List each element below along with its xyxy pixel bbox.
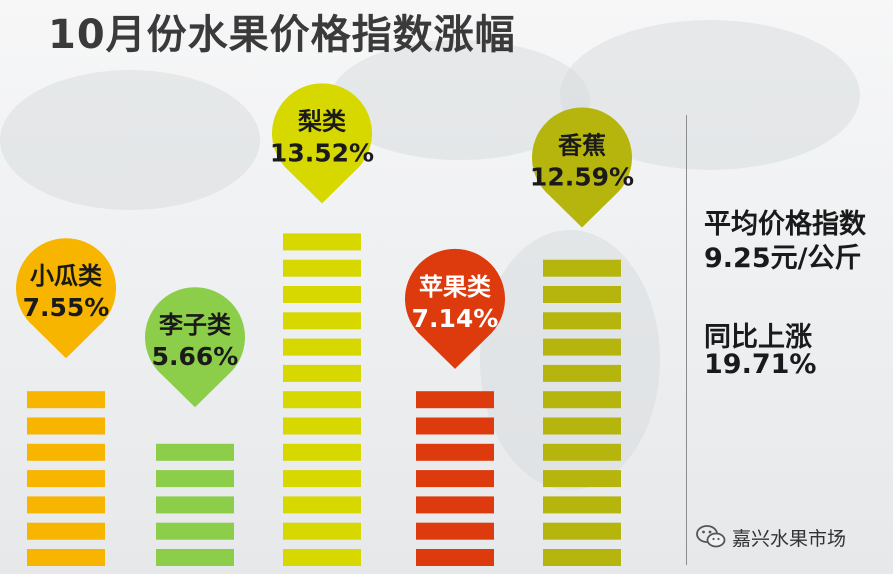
bar-stripe [543, 496, 621, 514]
bar-stripe [27, 417, 105, 435]
category-label: 梨类 [298, 107, 347, 135]
bar-stripe [543, 391, 621, 409]
bar-stripe [283, 443, 361, 461]
bar-stripe [283, 391, 361, 409]
bar-stripe [156, 470, 234, 488]
watermark-text: 嘉兴水果市场 [732, 527, 847, 550]
bar-stripe [416, 496, 494, 514]
bar-stripe [543, 286, 621, 303]
bar-stripe [27, 391, 105, 409]
bar-stripe [27, 549, 105, 566]
category-label: 香蕉 [558, 132, 606, 160]
bar-stripe [543, 312, 621, 330]
wechat-icon [696, 525, 726, 548]
bar-stripe [283, 470, 361, 488]
category-label: 小瓜类 [30, 262, 103, 290]
summary-average-value: 9.25元/公斤 [704, 243, 862, 274]
divider-line [686, 115, 687, 565]
summary-average-label: 平均价格指数 [704, 209, 866, 240]
bar-stripe [283, 233, 361, 251]
value-label: 13.52% [270, 138, 374, 167]
value-label: 7.14% [412, 304, 499, 333]
bar-stripe [416, 522, 494, 540]
value-label: 5.66% [152, 342, 239, 371]
marker-pin [532, 107, 632, 228]
bar-0: 小瓜类 7.55% [15, 238, 116, 566]
bar-stripe [416, 470, 494, 488]
bar-4: 香蕉 12.59% [530, 107, 634, 566]
bar-stripe [27, 470, 105, 488]
bar-stripe [543, 338, 621, 356]
bar-stripe [283, 286, 361, 303]
bar-stripe [543, 364, 621, 382]
bar-stripe [283, 417, 361, 435]
bar-stripe [543, 470, 621, 488]
bar-3: 苹果类 7.14% [405, 248, 505, 566]
bar-stripe [283, 496, 361, 514]
value-label: 7.55% [23, 293, 110, 322]
watermark: 嘉兴水果市场 [696, 521, 846, 553]
bar-stripe [543, 417, 621, 435]
category-label: 苹果类 [419, 273, 492, 301]
bar-stripe [543, 522, 621, 540]
value-label: 12.59% [530, 163, 634, 192]
bar-stripe [283, 522, 361, 540]
bar-stripe [27, 496, 105, 514]
bar-2: 梨类 13.52% [270, 83, 374, 566]
bar-stripe [543, 549, 621, 566]
page-title: 10月份水果价格指数涨幅 [48, 12, 516, 58]
map-continent-shape [0, 70, 260, 210]
bar-stripe [156, 443, 234, 461]
bar-stripe [416, 443, 494, 461]
bar-stripe [156, 549, 234, 566]
marker-pin [405, 248, 505, 369]
bar-stripe [283, 364, 361, 382]
summary-yoy-value: 19.71% [704, 349, 817, 380]
bar-stripe [416, 391, 494, 409]
bar-stripe [416, 549, 494, 566]
bar-stripe [543, 259, 621, 277]
bar-stripe [283, 338, 361, 356]
bar-stripe [416, 417, 494, 435]
marker-pin [145, 287, 245, 408]
summary-yoy-label: 同比上涨 [704, 322, 812, 353]
marker-pin [272, 83, 373, 204]
bar-stripe [156, 522, 234, 540]
bar-stripe [283, 549, 361, 566]
bar-1: 李子类 5.66% [145, 287, 245, 566]
bar-stripe [283, 259, 361, 277]
bar-stripe [27, 522, 105, 540]
category-label: 李子类 [159, 311, 232, 339]
marker-pin [15, 238, 116, 359]
bar-stripe [27, 443, 105, 461]
bar-stripe [156, 496, 234, 514]
bar-stripe [543, 443, 621, 461]
bar-stripe [283, 312, 361, 330]
